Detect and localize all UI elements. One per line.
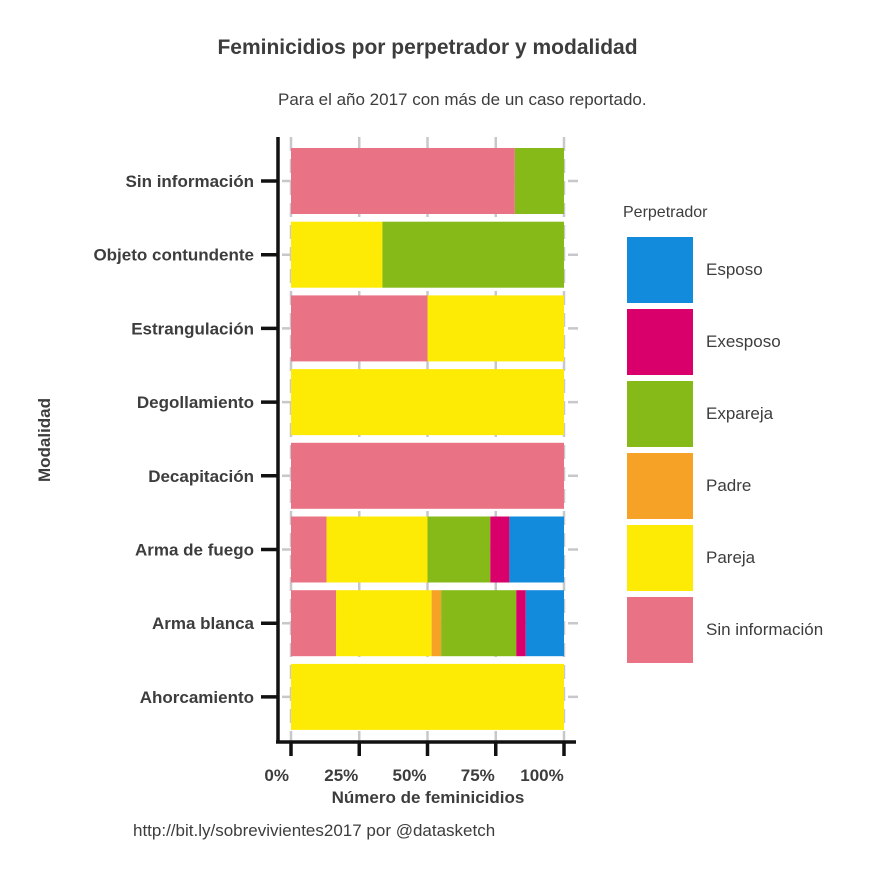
legend-item: Esposo xyxy=(623,234,823,306)
legend-label: Exesposo xyxy=(706,332,781,351)
legend-swatch xyxy=(627,525,693,591)
y-tick-label: Objeto contundente xyxy=(93,246,254,265)
legend-swatch xyxy=(627,597,693,663)
bar-segment xyxy=(336,590,432,657)
bar-segment xyxy=(514,148,564,214)
bar-segment xyxy=(441,590,517,657)
legend-label: Pareja xyxy=(706,548,756,567)
x-tick-label: 0% xyxy=(264,766,289,785)
bar-segment xyxy=(291,369,564,436)
x-tick-label: 50% xyxy=(392,766,426,785)
y-tick-label: Degollamiento xyxy=(137,393,254,412)
legend-label: Expareja xyxy=(706,404,774,423)
chart-caption: http://bit.ly/sobrevivientes2017 por @da… xyxy=(133,821,496,840)
bar-segment xyxy=(431,590,442,657)
bar-segment xyxy=(382,221,564,288)
x-tick-label: 100% xyxy=(520,766,563,785)
legend-swatch xyxy=(627,453,693,519)
legend-title: Perpetrador xyxy=(623,204,708,221)
legend-swatch xyxy=(627,309,693,375)
y-tick-label: Arma blanca xyxy=(152,614,255,633)
legend-item: Expareja xyxy=(623,378,823,450)
bar-segment xyxy=(291,295,428,362)
y-tick-label: Ahorcamiento xyxy=(140,688,254,707)
chart-subtitle: Para el año 2017 con más de un caso repo… xyxy=(278,90,647,109)
x-tick-label: 25% xyxy=(324,766,358,785)
bar-segment xyxy=(427,516,491,583)
legend-item: Pareja xyxy=(623,522,823,594)
legend-item: Padre xyxy=(623,450,823,522)
legend-label: Padre xyxy=(706,476,752,495)
legend: Perpetrador Esposo Exesposo Expareja Padre P… xyxy=(623,204,823,666)
bar-segment xyxy=(291,516,327,583)
bar-segment xyxy=(509,516,564,583)
y-tick-label: Sin información xyxy=(126,172,254,191)
bar-segment xyxy=(291,590,337,657)
y-axis-title: Modalidad xyxy=(35,398,54,482)
legend-swatch xyxy=(627,381,693,447)
bar-segment xyxy=(490,516,510,583)
y-tick-label: Decapitación xyxy=(148,467,254,486)
legend-label: Esposo xyxy=(706,260,763,279)
bar-segment xyxy=(291,442,564,509)
legend-item: Exesposo xyxy=(623,306,823,378)
x-axis-title: Número de feminicidios xyxy=(332,788,525,807)
bar-segment xyxy=(427,295,564,362)
bar-segment xyxy=(291,221,383,288)
legend-item: Sin información xyxy=(623,594,823,666)
bar-segment xyxy=(516,590,526,657)
bar-segment xyxy=(291,663,564,730)
y-tick-label: Arma de fuego xyxy=(135,541,254,560)
bar-segment xyxy=(525,590,564,657)
chart-title: Feminicidios por perpetrador y modalidad xyxy=(217,36,638,59)
y-tick-label: Estrangulación xyxy=(131,319,254,338)
legend-label: Sin información xyxy=(706,620,824,639)
bar-segment xyxy=(326,516,428,583)
bar-segment xyxy=(291,148,515,214)
x-tick-label: 75% xyxy=(461,766,495,785)
legend-swatch xyxy=(627,237,693,303)
